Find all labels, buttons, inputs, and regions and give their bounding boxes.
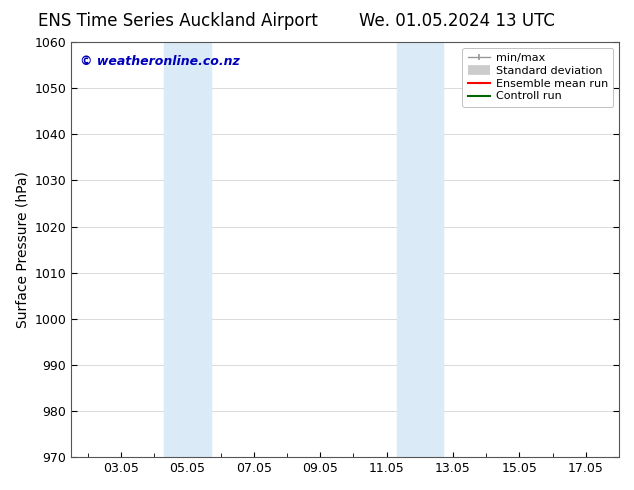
Y-axis label: Surface Pressure (hPa): Surface Pressure (hPa): [15, 171, 29, 328]
Bar: [397, 42, 443, 457]
Text: We. 01.05.2024 13 UTC: We. 01.05.2024 13 UTC: [359, 12, 554, 30]
Text: © weatheronline.co.nz: © weatheronline.co.nz: [79, 54, 239, 68]
Legend: min/max, Standard deviation, Ensemble mean run, Controll run: min/max, Standard deviation, Ensemble me…: [462, 48, 614, 107]
Bar: [164, 42, 210, 457]
Text: ENS Time Series Auckland Airport: ENS Time Series Auckland Airport: [37, 12, 318, 30]
